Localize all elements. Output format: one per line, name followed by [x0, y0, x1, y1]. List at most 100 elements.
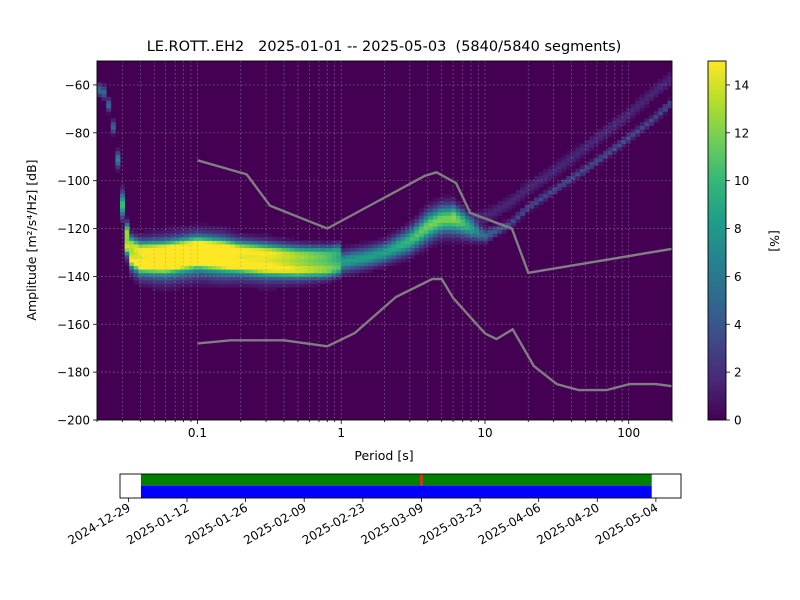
heatmap-cell — [644, 100, 650, 105]
heatmap-cell — [207, 276, 213, 281]
timeline-axis: 2024-12-292025-01-122025-01-262025-02-09… — [65, 498, 660, 547]
heatmap-cell — [235, 280, 240, 284]
heatmap-cell — [414, 233, 420, 238]
heatmap-cell — [221, 254, 227, 259]
heatmap-cell — [658, 79, 664, 83]
heatmap-cell — [437, 204, 443, 209]
heatmap-cell — [405, 247, 411, 252]
heatmap-cell — [446, 229, 452, 234]
heatmap-cell — [345, 262, 351, 266]
heatmap-cell — [442, 211, 447, 216]
heatmap-cell — [290, 262, 296, 266]
heatmap-cell — [644, 89, 650, 94]
heatmap-cell — [189, 251, 194, 256]
heatmap-cell — [235, 283, 240, 288]
heatmap-cell — [207, 280, 213, 284]
heatmap-cell — [667, 104, 672, 109]
heatmap-cell — [106, 100, 112, 105]
heatmap-cell — [561, 183, 567, 188]
heatmap-cell — [538, 197, 544, 202]
heatmap-cell — [115, 157, 121, 162]
heatmap-cell — [483, 215, 489, 220]
heatmap-cell — [428, 222, 434, 227]
heatmap-cell — [308, 262, 314, 266]
heatmap-cell — [170, 247, 176, 252]
timeline-panel: 2024-12-292025-01-122025-01-262025-02-09… — [65, 473, 682, 547]
heatmap-cell — [175, 262, 181, 266]
heatmap-cell — [534, 186, 539, 191]
heatmap-cell — [506, 197, 512, 202]
heatmap-cell — [667, 82, 672, 87]
colorbar-gradient — [708, 61, 726, 420]
heatmap-cell — [649, 86, 654, 91]
heatmap-cell — [239, 244, 245, 249]
colorbar-tick-label: 6 — [734, 270, 742, 284]
heatmap-cell — [529, 201, 535, 205]
heatmap-cell — [649, 89, 654, 94]
heatmap-cell — [327, 240, 332, 245]
heatmap-cell — [124, 226, 130, 231]
heatmap-cell — [161, 233, 167, 238]
heatmap-cell — [161, 229, 167, 234]
heatmap-cell — [294, 283, 300, 288]
heatmap-cell — [478, 208, 484, 213]
heatmap-cell — [322, 258, 328, 263]
heatmap-cell — [271, 262, 277, 266]
heatmap-cell — [166, 247, 171, 252]
heatmap-cell — [391, 233, 397, 238]
heatmap-cell — [175, 240, 181, 245]
heatmap-cell — [294, 240, 300, 245]
heatmap-cell — [396, 244, 401, 249]
heatmap-cell — [520, 211, 526, 216]
timeline-tick-label: 2025-03-09 — [359, 500, 426, 547]
heatmap-cell — [497, 201, 503, 205]
heatmap-cell — [143, 247, 148, 252]
heatmap-cell — [414, 215, 420, 220]
heatmap-cell — [212, 265, 217, 270]
heatmap-cell — [437, 197, 443, 202]
heatmap-cell — [460, 229, 466, 234]
heatmap-cell — [175, 247, 181, 252]
heatmap-cell — [511, 222, 516, 227]
heatmap-cell — [313, 283, 319, 288]
heatmap-cell — [313, 272, 319, 277]
heatmap-cell — [511, 193, 516, 198]
heatmap-cell — [308, 283, 314, 288]
heatmap-cell — [235, 229, 240, 234]
heatmap-cell — [497, 226, 503, 231]
heatmap-cell — [207, 233, 213, 238]
heatmap-cell — [184, 244, 190, 249]
heatmap-cell — [152, 240, 158, 245]
heatmap-cell — [262, 280, 268, 284]
heatmap-cell — [345, 272, 351, 277]
heatmap-cell — [285, 276, 291, 281]
heatmap-cell — [478, 240, 484, 245]
heatmap-cell — [649, 118, 654, 123]
heatmap-cell — [350, 272, 355, 277]
heatmap-cell — [124, 254, 130, 259]
heatmap-cell — [322, 251, 328, 256]
heatmap-cell — [396, 236, 401, 241]
heatmap-cell — [322, 265, 328, 270]
heatmap-cell — [230, 236, 236, 241]
heatmap-cell — [405, 254, 411, 259]
heatmap-cell — [414, 244, 420, 249]
heatmap-cell — [511, 215, 516, 220]
heatmap-cell — [570, 172, 576, 177]
heatmap-cell — [198, 258, 204, 263]
heatmap-cell — [207, 262, 213, 266]
heatmap-cell — [281, 283, 286, 288]
heatmap-cell — [124, 215, 130, 220]
heatmap-cell — [377, 236, 383, 241]
heatmap-cell — [179, 240, 185, 245]
heatmap-cell — [442, 201, 447, 205]
y-tick-label: −80 — [65, 126, 90, 140]
heatmap-cell — [639, 125, 645, 130]
heatmap-cell — [193, 226, 199, 231]
heatmap-cell — [612, 122, 618, 126]
heatmap-cell — [230, 272, 236, 277]
heatmap-cell — [189, 280, 194, 284]
heatmap-cell — [248, 240, 254, 245]
heatmap-cell — [428, 226, 434, 231]
heatmap-cell — [386, 254, 392, 259]
